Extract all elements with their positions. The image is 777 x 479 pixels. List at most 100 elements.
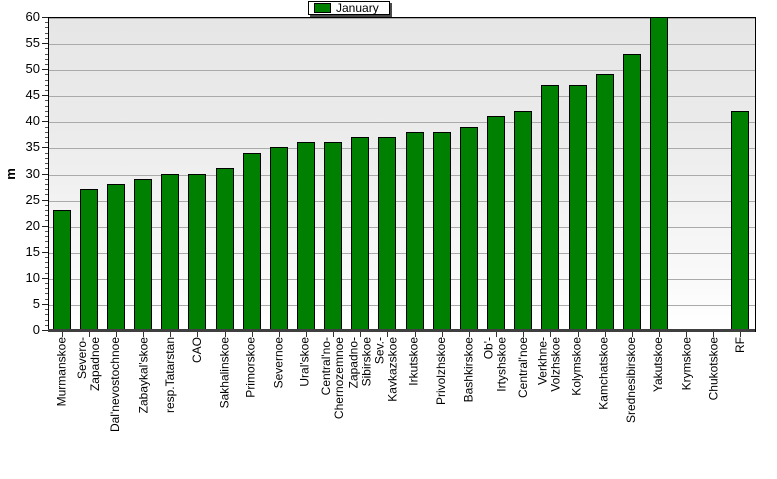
x-category-label: Bashkirskoe	[461, 337, 475, 403]
bar-yakutskoe	[650, 17, 668, 330]
y-tick-label: 50	[25, 61, 40, 76]
bar-kamchatskoe	[596, 74, 614, 330]
gridline	[49, 18, 755, 19]
y-major-tick	[42, 226, 48, 227]
gridline	[49, 305, 755, 306]
bar-zabaykal'skoe	[134, 179, 152, 330]
bar-ob'--irtyshskoe	[487, 116, 505, 330]
bar-cao	[188, 174, 206, 330]
x-tick	[116, 332, 117, 337]
y-minor-tick	[45, 283, 48, 284]
x-category-label: Srednesibirskoe	[624, 337, 638, 424]
x-tick	[550, 332, 551, 337]
y-major-tick	[42, 121, 48, 122]
y-minor-tick	[45, 163, 48, 164]
x-tick	[225, 332, 226, 337]
gridline	[49, 148, 755, 149]
x-tick	[605, 332, 606, 337]
y-major-tick	[42, 147, 48, 148]
y-minor-tick	[45, 142, 48, 143]
x-category-label: Central'no- Chernozemnoe	[319, 337, 346, 420]
bar-rf	[731, 111, 749, 330]
x-category-label: Sev.- Kavkazskoe	[373, 337, 400, 402]
y-minor-tick	[45, 22, 48, 23]
gridline	[49, 122, 755, 123]
x-category-label: Murmanskoe	[54, 337, 68, 407]
x-axis-line	[48, 329, 755, 332]
bar-irkutskoe	[406, 132, 424, 330]
y-tick-label: 0	[32, 322, 40, 337]
x-tick	[442, 332, 443, 337]
y-major-tick	[42, 330, 48, 331]
y-tick-label: 20	[25, 218, 40, 233]
y-major-tick	[42, 174, 48, 175]
y-minor-tick	[45, 267, 48, 268]
y-minor-tick	[45, 184, 48, 185]
bar-central'no--chernozemnoe	[324, 142, 342, 330]
y-minor-tick	[45, 179, 48, 180]
y-minor-tick	[45, 127, 48, 128]
x-tick	[632, 332, 633, 337]
y-tick-label: 45	[25, 87, 40, 102]
y-minor-tick	[45, 236, 48, 237]
y-tick-label: 30	[25, 166, 40, 181]
x-category-label: Chukotskoe	[706, 337, 720, 401]
y-minor-tick	[45, 194, 48, 195]
y-major-tick	[42, 69, 48, 70]
x-category-label: Sakhalinskoe	[217, 337, 231, 409]
bar-verkhne--volzhskoe	[541, 85, 559, 330]
gridline	[49, 253, 755, 254]
y-minor-tick	[45, 314, 48, 315]
legend-label: January	[336, 1, 379, 15]
bar-privolzhskoe	[433, 132, 451, 330]
x-tick	[496, 332, 497, 337]
y-minor-tick	[45, 111, 48, 112]
y-minor-tick	[45, 273, 48, 274]
y-minor-tick	[45, 220, 48, 221]
y-minor-tick	[45, 299, 48, 300]
gridline	[49, 227, 755, 228]
bar-sakhalinskoe	[216, 168, 234, 330]
y-minor-tick	[45, 80, 48, 81]
x-tick	[306, 332, 307, 337]
x-category-label: CAO	[190, 337, 204, 364]
y-tick-label: 60	[25, 9, 40, 24]
y-minor-tick	[45, 153, 48, 154]
bar-bashkirskoe	[460, 127, 478, 330]
x-tick	[252, 332, 253, 337]
y-major-tick	[42, 278, 48, 279]
x-category-label: Irkutskoe	[407, 337, 421, 386]
x-category-label: Krymskoe	[679, 337, 693, 391]
y-minor-tick	[45, 205, 48, 206]
y-minor-tick	[45, 48, 48, 49]
y-major-tick	[42, 200, 48, 201]
bar-ural'skoe	[297, 142, 315, 330]
gridline	[49, 279, 755, 280]
y-major-tick	[42, 304, 48, 305]
x-tick	[197, 332, 198, 337]
y-minor-tick	[45, 100, 48, 101]
x-category-label: RF	[733, 337, 747, 353]
y-minor-tick	[45, 215, 48, 216]
x-category-label: Verkhne- Volzhskoe	[536, 337, 563, 392]
y-tick-label: 55	[25, 35, 40, 50]
x-tick	[740, 332, 741, 337]
x-category-label: Zapadno- Sibirskoe	[346, 337, 373, 389]
x-category-label: resp.Tatarstan	[163, 337, 177, 414]
x-tick	[170, 332, 171, 337]
bar-severo--zapadnoe	[80, 189, 98, 330]
bar-resp.tatarstan	[161, 174, 179, 330]
x-category-label: Zabaykal'skoe	[136, 337, 150, 414]
y-minor-tick	[45, 320, 48, 321]
x-tick	[469, 332, 470, 337]
x-tick	[713, 332, 714, 337]
x-category-label: Severo- Zapadnoe	[75, 337, 102, 392]
bar-dal'nevostochnoe	[107, 184, 125, 330]
gridline	[49, 70, 755, 71]
x-category-label: Privolzhskoe	[434, 337, 448, 406]
y-minor-tick	[45, 210, 48, 211]
x-tick	[523, 332, 524, 337]
y-minor-tick	[45, 33, 48, 34]
legend-swatch-icon	[314, 3, 331, 13]
